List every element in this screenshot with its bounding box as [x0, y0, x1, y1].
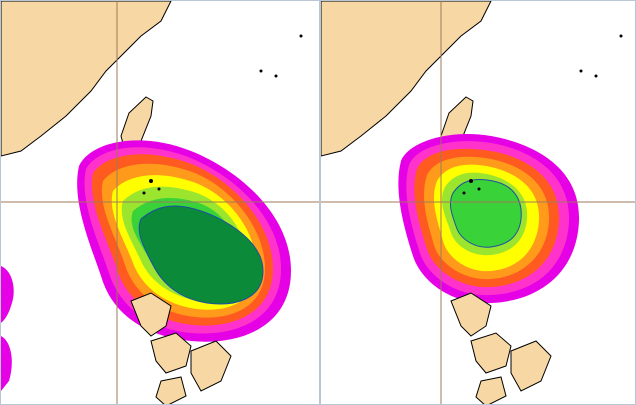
islets	[142, 34, 303, 195]
philippines-islands	[450, 292, 552, 404]
edge-contour-2	[1, 336, 12, 391]
philippines-islands	[130, 292, 232, 404]
right-contours	[398, 133, 580, 304]
left-map-svg	[1, 1, 319, 404]
right-map-svg	[321, 1, 635, 404]
edge-contour	[1, 266, 14, 323]
left-contours	[77, 140, 291, 342]
right-map-panel	[320, 0, 636, 405]
left-map-panel	[0, 0, 320, 405]
china-landmass	[321, 1, 492, 157]
islets	[462, 34, 623, 195]
china-landmass	[1, 1, 172, 157]
